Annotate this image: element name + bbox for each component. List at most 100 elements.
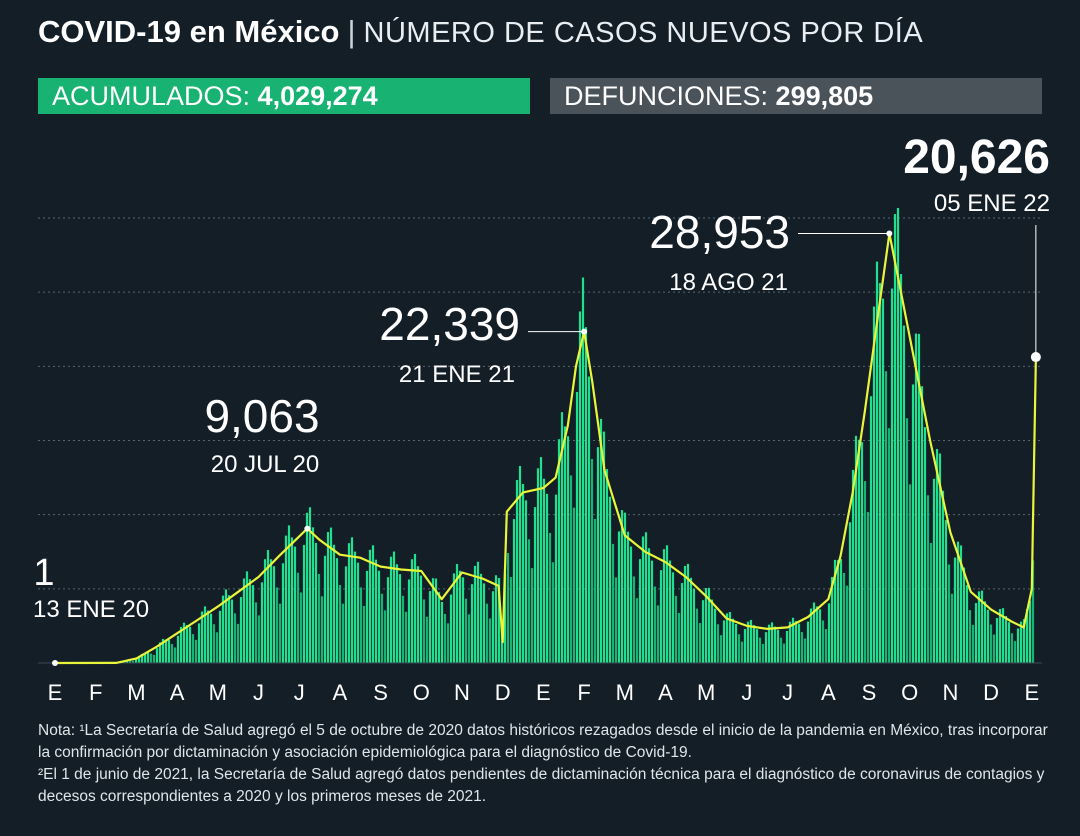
annotation-value: 20,626 xyxy=(903,131,1050,184)
daily-bar xyxy=(179,626,183,663)
defunciones-label: DEFUNCIONES: xyxy=(564,81,769,111)
daily-bar xyxy=(944,520,948,663)
cases-chart: 113 ENE 20 9,063 20 JUL 20 22,339 21 ENE 21 2… xyxy=(33,131,1050,705)
daily-bar xyxy=(494,575,498,663)
daily-bar xyxy=(812,602,816,663)
daily-bar xyxy=(782,643,786,663)
daily-bar xyxy=(629,546,633,663)
daily-bar xyxy=(923,427,927,663)
daily-bar xyxy=(512,519,516,663)
daily-bar xyxy=(854,435,858,663)
month-label: S xyxy=(373,680,388,705)
daily-bar xyxy=(476,561,480,663)
daily-bar xyxy=(587,376,591,663)
daily-bar xyxy=(371,545,375,663)
daily-bar xyxy=(443,613,447,663)
daily-bar xyxy=(599,418,603,663)
daily-bar xyxy=(866,512,870,663)
daily-bar xyxy=(926,495,930,663)
daily-bar xyxy=(821,620,825,663)
daily-bar xyxy=(590,459,594,663)
daily-bar xyxy=(461,577,465,663)
daily-bar xyxy=(395,564,399,663)
daily-bar xyxy=(500,631,504,663)
daily-bar xyxy=(755,629,759,663)
daily-bar xyxy=(491,591,495,663)
daily-bar xyxy=(971,624,975,663)
daily-bar xyxy=(914,333,918,663)
daily-bar xyxy=(332,544,336,663)
daily-bar xyxy=(170,644,174,663)
daily-bar xyxy=(146,652,150,663)
daily-bar xyxy=(869,396,873,663)
daily-bar xyxy=(458,570,462,663)
daily-bar xyxy=(173,647,177,663)
daily-bar xyxy=(539,457,543,663)
daily-bar xyxy=(413,553,417,663)
daily-bar xyxy=(272,566,276,663)
daily-bar xyxy=(1016,628,1020,663)
month-label: O xyxy=(413,680,430,705)
month-label: M xyxy=(697,680,715,705)
daily-bar xyxy=(551,562,555,663)
daily-bar xyxy=(506,553,510,663)
daily-bar xyxy=(266,550,270,663)
daily-bar xyxy=(362,605,366,663)
chart-header: COVID-19 en México | NÚMERO DE CASOS NUEVO… xyxy=(38,14,923,50)
daily-bar xyxy=(176,635,180,663)
daily-bar xyxy=(131,660,135,663)
daily-bar xyxy=(1019,621,1023,663)
daily-bar xyxy=(938,453,942,663)
annotation-value: 22,339 xyxy=(379,298,520,350)
chart-subtitle: NÚMERO DE CASOS NUEVOS POR DÍA xyxy=(363,17,924,49)
daily-bar xyxy=(818,609,822,663)
month-label: J xyxy=(741,680,752,705)
daily-bar xyxy=(896,207,900,664)
month-label: M xyxy=(127,680,145,705)
daily-bar xyxy=(431,578,435,663)
daily-bar xyxy=(1007,622,1011,663)
daily-bar xyxy=(356,562,360,663)
daily-bar xyxy=(155,648,159,663)
daily-bar xyxy=(947,564,951,663)
footnote-line-2: ²El 1 de junio de 2021, la Secretaría de… xyxy=(38,766,1045,805)
daily-bar xyxy=(404,611,408,663)
daily-bar xyxy=(518,465,522,663)
daily-bar xyxy=(677,612,681,663)
daily-bar xyxy=(419,575,423,663)
daily-bar xyxy=(905,418,909,663)
daily-bar xyxy=(530,568,534,663)
daily-bar xyxy=(260,582,264,663)
defunciones-badge: DEFUNCIONES: 299,805 xyxy=(550,78,1042,114)
daily-bar xyxy=(344,566,348,663)
daily-bar xyxy=(578,311,582,663)
daily-bar xyxy=(968,610,972,663)
daily-bar xyxy=(608,496,612,663)
daily-bar xyxy=(542,478,546,663)
daily-bar xyxy=(641,536,645,663)
daily-bar xyxy=(1004,616,1008,663)
daily-bar xyxy=(683,565,687,663)
peak-marker xyxy=(304,525,311,532)
daily-bar xyxy=(527,539,531,663)
month-label: A xyxy=(333,680,348,705)
daily-bar xyxy=(1028,600,1032,663)
daily-bar xyxy=(425,616,429,663)
annotation-date: 05 ENE 22 xyxy=(934,190,1050,217)
daily-bar xyxy=(611,543,615,663)
daily-bar xyxy=(740,641,744,663)
chart-title: COVID-19 en México xyxy=(38,14,340,49)
daily-bar xyxy=(632,576,636,663)
daily-bar xyxy=(653,586,657,663)
daily-bar xyxy=(275,587,279,663)
daily-bar xyxy=(392,551,396,663)
daily-bar xyxy=(986,609,990,663)
daily-bar xyxy=(185,625,189,663)
daily-bar xyxy=(575,392,579,663)
daily-bar xyxy=(806,621,810,663)
daily-bar xyxy=(305,512,309,663)
daily-bar xyxy=(953,557,957,663)
daily-bar xyxy=(545,493,549,663)
month-label: J xyxy=(294,680,305,705)
daily-bar xyxy=(773,626,777,663)
